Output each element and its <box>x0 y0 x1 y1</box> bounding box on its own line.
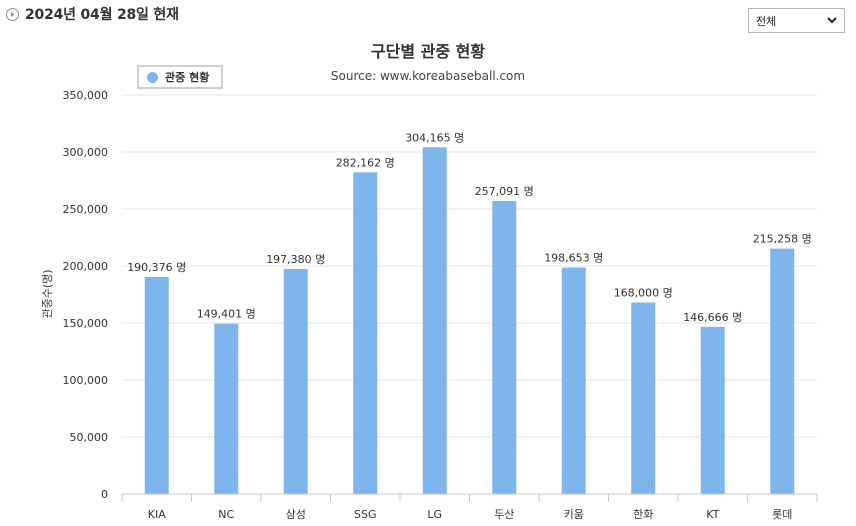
y-tick-label: 100,000 <box>63 374 109 387</box>
bar-KIA <box>144 276 169 494</box>
data-label: 282,162 명 <box>336 156 395 169</box>
date-text: 2024년 04월 28일 현재 <box>25 7 179 23</box>
data-label: 215,258 명 <box>753 233 812 246</box>
x-tick-label: 롯데 <box>772 508 792 521</box>
data-label: 190,376 명 <box>127 261 186 274</box>
chart-legend[interactable]: 관중 현황 <box>137 65 223 89</box>
bar-두산 <box>492 200 517 494</box>
data-label: 149,401 명 <box>197 308 256 321</box>
y-tick-label: 200,000 <box>63 260 109 273</box>
x-tick-label: KT <box>706 508 719 521</box>
date-header: 2024년 04월 28일 현재 <box>6 3 179 25</box>
legend-marker <box>147 71 158 83</box>
x-tick-label: NC <box>218 508 234 521</box>
x-tick-label: LG <box>427 508 442 521</box>
chart-subtitle: Source: www.koreabaseball.com <box>331 69 525 83</box>
bar-SSG <box>353 172 378 494</box>
bars: 190,376 명 149,401 명 197,380 명 282,162 명 304,… <box>127 131 812 495</box>
bar-삼성 <box>283 268 308 494</box>
data-label: 197,380 명 <box>266 253 325 266</box>
bar-롯데 <box>770 248 795 494</box>
chevron-down-icon <box>827 17 837 24</box>
bar-NC <box>214 323 239 494</box>
bar-키움 <box>561 267 586 494</box>
y-tick-label: 250,000 <box>63 203 109 216</box>
legend-label: 관중 현황 <box>165 71 210 84</box>
bar-한화 <box>631 302 656 494</box>
x-tick-label: SSG <box>354 508 377 521</box>
data-label: 168,000 명 <box>614 286 673 299</box>
data-label: 146,666 명 <box>683 311 742 324</box>
x-tick-label: 한화 <box>633 508 653 521</box>
bar-LG <box>422 147 447 495</box>
x-tick-label: KIA <box>148 508 166 521</box>
bar-KT <box>700 326 725 494</box>
axes: 0 50,000 100,000 150,000 200,000 250,000 300,0… <box>63 89 818 521</box>
play-circle-icon <box>6 7 19 21</box>
y-axis-title: 관중수(명) <box>41 269 54 318</box>
team-filter-value: 전체 <box>756 14 777 28</box>
x-tick-label: 두산 <box>494 508 514 521</box>
x-tick-label: 키움 <box>564 508 584 521</box>
y-tick-label: 150,000 <box>63 317 109 330</box>
data-label: 257,091 명 <box>475 185 534 198</box>
y-tick-label: 350,000 <box>63 89 109 102</box>
data-label: 198,653 명 <box>544 252 603 265</box>
x-tick-label: 삼성 <box>286 508 306 521</box>
y-tick-label: 0 <box>101 488 108 501</box>
data-label: 304,165 명 <box>405 131 464 144</box>
y-tick-label: 300,000 <box>63 146 109 159</box>
chart-title: 구단별 관중 현황 <box>371 42 485 61</box>
y-tick-label: 50,000 <box>70 431 109 444</box>
team-filter-select[interactable]: 전체 <box>748 8 845 33</box>
